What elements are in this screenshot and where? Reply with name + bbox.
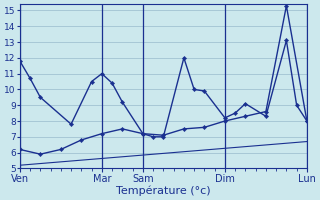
X-axis label: Température (°c): Température (°c): [116, 185, 211, 196]
